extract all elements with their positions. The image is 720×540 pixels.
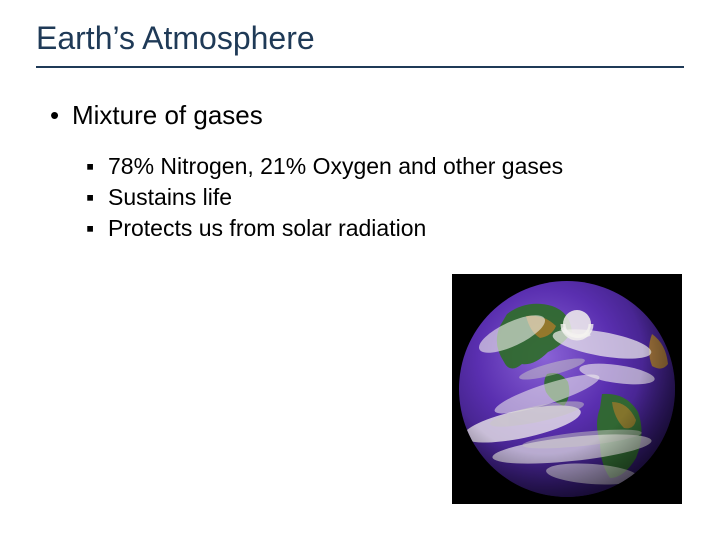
bullet-level2-marker: ▪: [86, 214, 108, 243]
bullet-level2-item: ▪Protects us from solar radiation: [86, 214, 426, 243]
earth-globe-icon: [452, 274, 682, 504]
bullet-level2-marker: ▪: [86, 152, 108, 181]
slide-title: Earth’s Atmosphere: [36, 20, 315, 57]
bullet-level2-marker: ▪: [86, 183, 108, 212]
title-underline: [36, 66, 684, 68]
bullet-level2-item: ▪78% Nitrogen, 21% Oxygen and other gase…: [86, 152, 563, 181]
bullet-level1: •Mixture of gases: [50, 100, 263, 131]
bullet-level2-text: Sustains life: [108, 184, 232, 210]
earth-image: [452, 274, 682, 504]
bullet-level1-marker: •: [50, 100, 72, 131]
slide: Earth’s Atmosphere •Mixture of gases ▪78…: [0, 0, 720, 540]
bullet-level2-text: Protects us from solar radiation: [108, 215, 426, 241]
bullet-level1-text: Mixture of gases: [72, 100, 263, 130]
bullet-level2-item: ▪Sustains life: [86, 183, 232, 212]
bullet-level2-text: 78% Nitrogen, 21% Oxygen and other gases: [108, 153, 563, 179]
